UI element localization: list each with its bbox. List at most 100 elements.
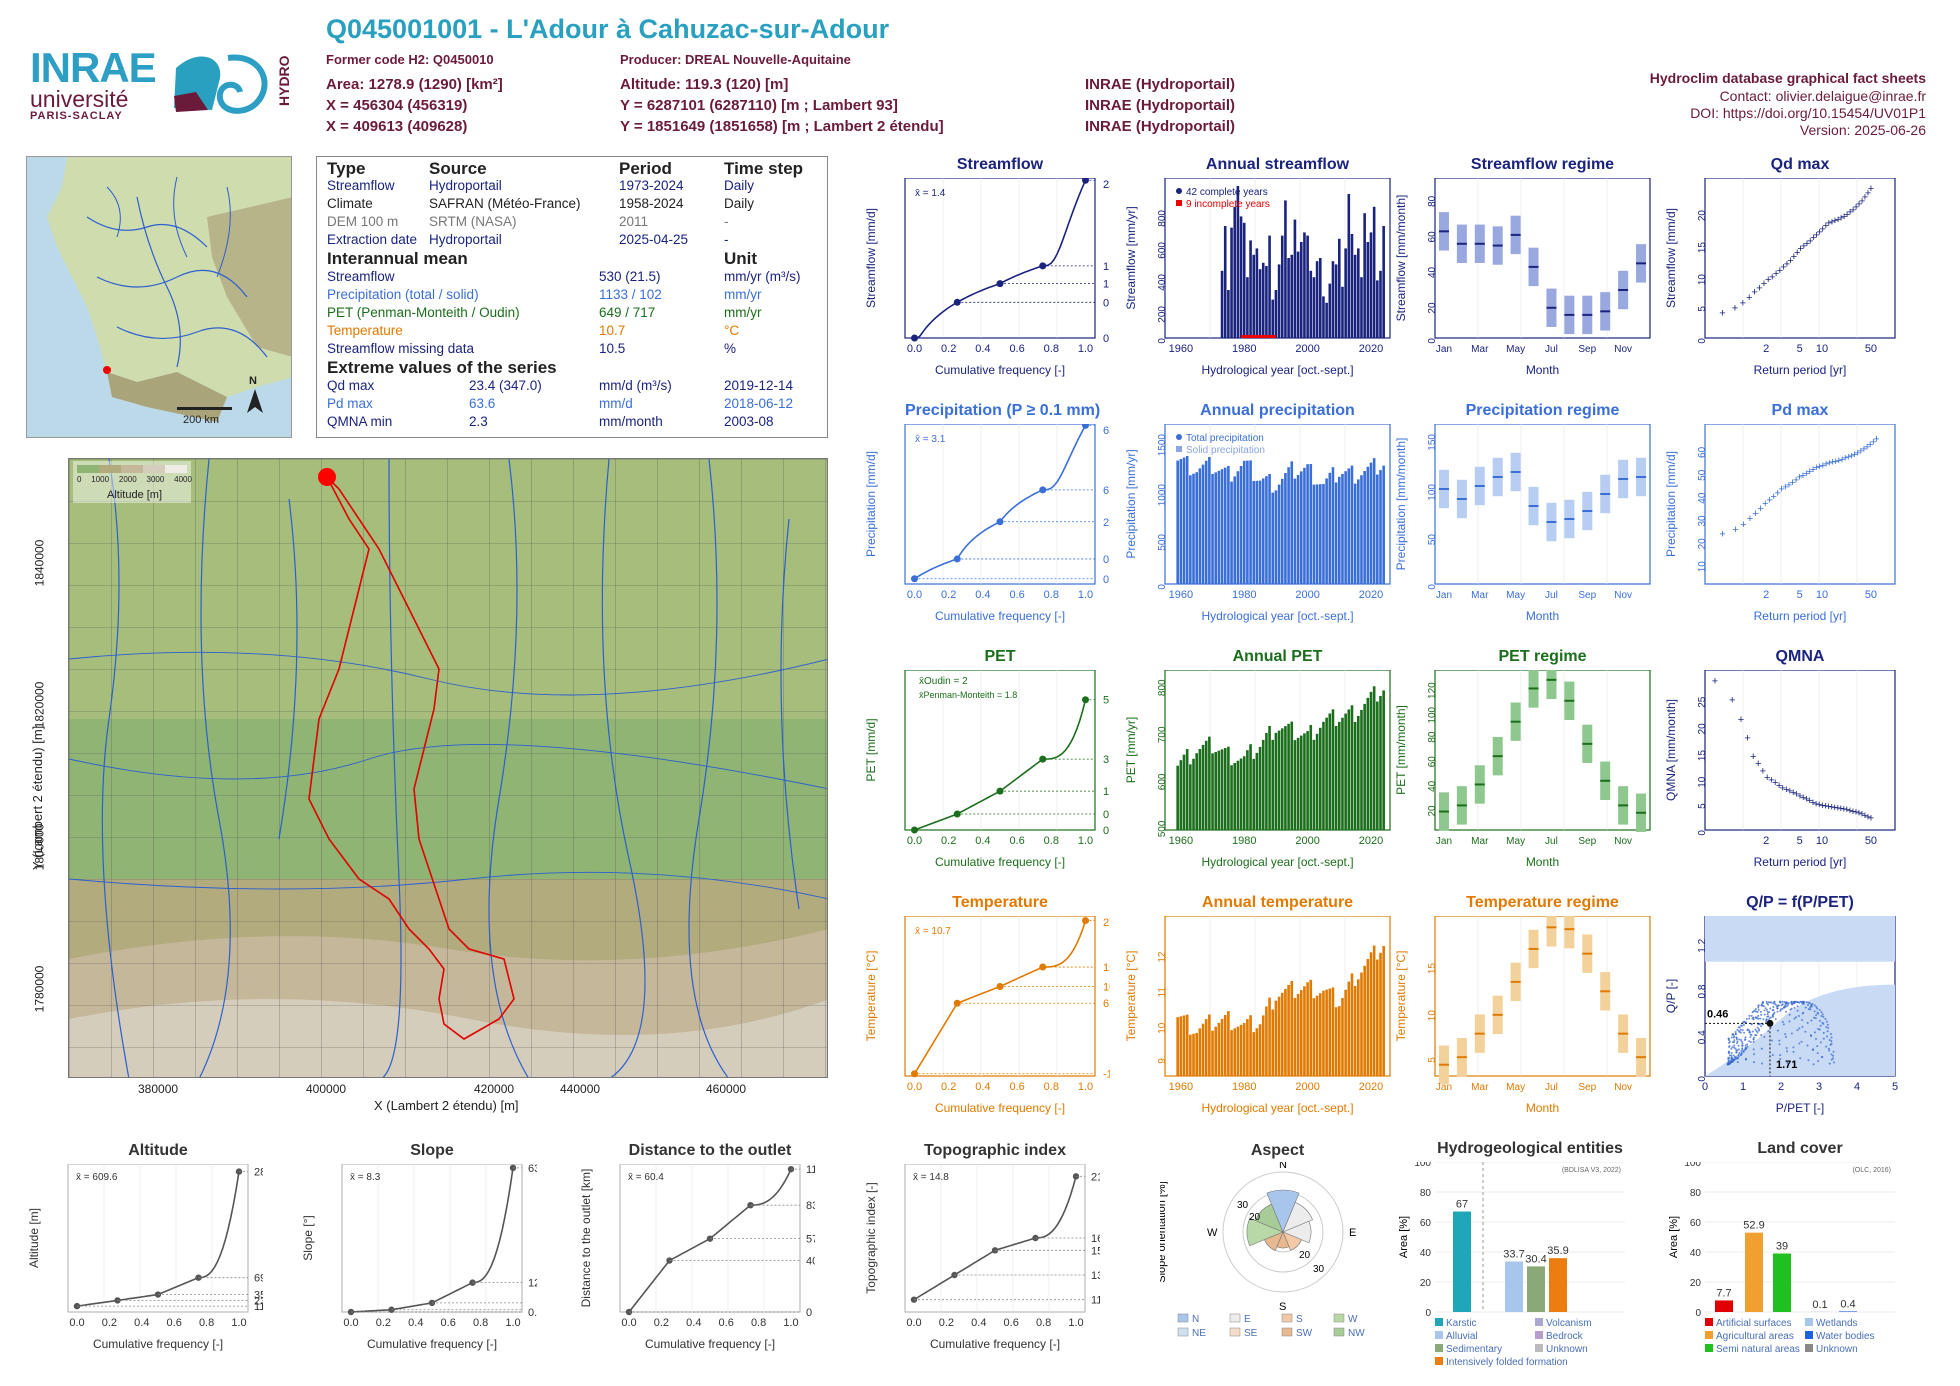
legend-label: Alluvial (1446, 1331, 1478, 1342)
qp-scatter-point (1832, 1061, 1835, 1064)
compass-label: S (1279, 1301, 1286, 1313)
annual-bar (1176, 1017, 1179, 1076)
annual-streamflow-chart: Hydrological year [oct.-sept.] Streamflow… (1124, 178, 1391, 377)
qp-scatter-point (1818, 1008, 1821, 1011)
qp-scatter-point (1757, 1006, 1760, 1009)
legend-swatch (1176, 446, 1182, 452)
altitude-chart: Cumulative frequency [-] Altitude [m] 2846… (27, 1164, 263, 1351)
annual-bar (1176, 460, 1179, 584)
y-tick-label: 0 (1427, 338, 1438, 344)
qp-scatter-point (1781, 1020, 1784, 1023)
bar (1745, 1232, 1763, 1312)
mean-name: Streamflow missing data (327, 341, 475, 356)
return-period-point: + (1862, 810, 1868, 822)
annual-bar (1258, 746, 1262, 830)
annual-bar (1233, 476, 1237, 584)
annual-bar (1334, 726, 1338, 830)
annual-bar (1220, 270, 1224, 338)
return-period-point: + (1793, 789, 1799, 801)
qp-scatter-point (1807, 1003, 1810, 1006)
mean-value: 649 / 717 (599, 305, 656, 320)
qp-scatter-point (1790, 1032, 1793, 1035)
return-period-point: + (1783, 784, 1789, 796)
extreme-date: 2019-12-14 (724, 378, 794, 393)
return-period-point: + (1732, 303, 1738, 315)
y-axis-label: Area [%] (1668, 1216, 1680, 1258)
annual-bar (1192, 473, 1195, 584)
cdf-curve (913, 920, 1087, 1075)
return-period-point: + (1791, 251, 1797, 263)
qp-scatter-point (1729, 1060, 1732, 1063)
landcover-chart: 0 20 40 60 80 100 Area [%] (OLC, 2016) 7.7 52.9 39… (1668, 1162, 1895, 1355)
annual-bar (1271, 1009, 1275, 1076)
mean-label: x̄Oudin = 2 (919, 676, 968, 687)
qp-scatter-point (1735, 1056, 1738, 1059)
return-period-point: + (1861, 444, 1867, 456)
return-period-point: + (1813, 462, 1819, 474)
x-tick-label: 0.4 (975, 343, 990, 355)
extreme-name: Qd max (327, 378, 375, 393)
x-tick-label: 1960 (1169, 835, 1193, 847)
annual-bar (1315, 995, 1319, 1076)
annual-bar (1309, 979, 1313, 1076)
slope-chart: Cumulative frequency [-] Slope [°] 63.3 12.… (301, 1164, 537, 1351)
annual-bar (1315, 733, 1319, 830)
bar-value-label: 0.1 (1812, 1299, 1827, 1311)
qp-scatter-point (1822, 1037, 1825, 1040)
qp-scatter-point (1774, 1018, 1777, 1021)
return-period-point: + (1770, 491, 1776, 503)
annual-bar (1363, 703, 1366, 830)
plot-frame (904, 916, 1096, 1077)
return-period-point: + (1794, 247, 1800, 259)
source-label: (BDLISA V3, 2022) (1562, 1167, 1621, 1174)
annual-bar (1189, 764, 1192, 830)
info-step: Daily (724, 178, 755, 193)
plot-frame (1434, 178, 1651, 339)
return-period-point: + (1832, 456, 1838, 468)
annual-bar (1344, 713, 1347, 830)
annual-bar (1353, 721, 1357, 830)
chart-title: PET (984, 648, 1016, 665)
x-axis-label: Cumulative frequency [-] (645, 1337, 775, 1351)
qp-scatter-point (1736, 1061, 1739, 1064)
y-tick-label: 20 (1420, 1278, 1432, 1289)
bar-value-label: 35.9 (1547, 1245, 1568, 1257)
x-tick-label: 2020 (1359, 343, 1383, 355)
legend-label: Karstic (1446, 1318, 1477, 1329)
return-period-point: + (1712, 676, 1718, 688)
bar-value-label: 0.4 (1840, 1298, 1855, 1310)
y-tick-label: 20 (1697, 210, 1708, 222)
qp-scatter-point (1743, 1048, 1746, 1051)
annual-bar (1372, 945, 1376, 1076)
return-period-point: + (1787, 255, 1793, 267)
mean-label: x̄ = 1.4 (915, 188, 946, 199)
distance-chart: Cumulative frequency [-] Distance to the … (579, 1164, 815, 1351)
x-axis-label: Month (1526, 363, 1559, 377)
right-tick-label: 1.7 (1103, 786, 1110, 798)
annual-bar (1382, 226, 1385, 338)
qp-scatter-point (1733, 1046, 1736, 1049)
qp-scatter-point (1783, 1006, 1786, 1009)
x-tick-label: 10 (1816, 835, 1828, 847)
x-axis-label: Hydrological year [oct.-sept.] (1201, 609, 1353, 623)
annual-bar (1318, 484, 1322, 584)
qp-scatter-point (1773, 1011, 1776, 1014)
x-tick-label: Mar (1471, 836, 1489, 847)
return-period-point: + (1738, 714, 1744, 726)
annual-bar (1293, 478, 1297, 584)
qp-scatter-point (1782, 1023, 1785, 1026)
return-period-point: + (1786, 479, 1792, 491)
annual-bar (1223, 1015, 1227, 1076)
doi-link[interactable]: DOI: https://doi.org/10.15454/UV01P1 (1690, 105, 1926, 121)
annual-bar (1195, 1032, 1198, 1076)
x-tick-label: 1.0 (1078, 589, 1093, 601)
y-tick-label: 50 (1697, 469, 1708, 481)
annual-bar (1363, 965, 1366, 1076)
qp-scatter-point (1819, 1024, 1822, 1027)
source-2: INRAE (Hydroportail) (1085, 97, 1235, 114)
info-step: - (724, 214, 729, 229)
x-tick-label: Mar (1471, 1082, 1489, 1093)
annual-bar (1372, 458, 1376, 584)
return-period-point: + (1807, 795, 1813, 807)
x-tick-label: 1980 (1232, 1081, 1256, 1093)
